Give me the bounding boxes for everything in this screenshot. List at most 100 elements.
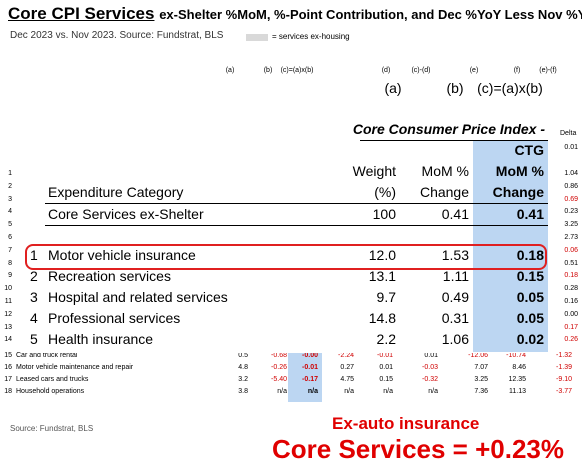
row-label: Motor vehicle insurance <box>48 247 196 263</box>
cell: -0.32 <box>422 376 438 383</box>
column-letter: (c)-(d) <box>411 67 431 74</box>
column-letter: (d) <box>381 67 391 74</box>
right-edge-value: 0.06 <box>564 246 578 254</box>
row-number: 18 <box>4 388 12 395</box>
row-number: 17 <box>4 376 12 383</box>
footer-note: Ex-auto insurance <box>332 414 480 433</box>
cell: 14.8 <box>368 310 396 326</box>
column-letter: (b) <box>263 67 273 74</box>
cell: -0.26 <box>271 364 287 371</box>
cell: n/a <box>428 388 438 395</box>
cell: 11.13 <box>509 388 526 395</box>
row-number: 4 <box>30 310 38 326</box>
cell: 0.15 <box>516 268 544 284</box>
right-edge-header: Delta <box>560 130 577 137</box>
cell: 0.01 <box>379 364 393 371</box>
row-label: Professional services <box>48 310 181 326</box>
cell: -0.03 <box>422 364 438 371</box>
row-number: 15 <box>4 352 12 359</box>
row-label: Leased cars and trucks <box>16 376 89 383</box>
row-number: 1 <box>30 247 38 263</box>
callout-ring <box>25 244 547 270</box>
row-number: 3 <box>30 289 38 305</box>
cell: 12.35 <box>508 376 526 383</box>
column-header: Change <box>419 184 469 200</box>
group-header: Core Consumer Price Index - <box>352 121 545 137</box>
row-number: 10 <box>4 285 12 293</box>
cell: 0.15 <box>379 376 393 383</box>
footer-headline: Core Services = +0.23% <box>272 434 564 464</box>
cell: -3.77 <box>556 388 572 395</box>
category-header: Expenditure Category <box>48 184 184 200</box>
legend-swatch <box>246 34 268 41</box>
cell: -0.01 <box>377 352 393 359</box>
right-edge-value: 0.28 <box>564 285 578 293</box>
right-edge-value: 0.00 <box>564 310 578 318</box>
cell: -5.40 <box>271 376 287 383</box>
cell: 1.06 <box>441 331 469 347</box>
right-edge-value: 0.23 <box>564 208 578 216</box>
title-line: Core CPI Services ex-Shelter %MoM, %-Poi… <box>8 4 582 24</box>
cell: 12.0 <box>368 247 396 263</box>
row-number: 13 <box>4 323 12 331</box>
cell: -10.74 <box>506 352 526 359</box>
right-edge-value: 0.51 <box>564 259 578 267</box>
cell: 1.53 <box>441 247 469 263</box>
cell: -12.06 <box>468 352 488 359</box>
cell: 3.25 <box>474 376 488 383</box>
cell: 0.5 <box>238 352 248 359</box>
right-edge-value: 1.04 <box>564 170 578 177</box>
cell: n/a <box>344 388 354 395</box>
cell: 1.11 <box>442 268 469 284</box>
cell: 2.2 <box>376 331 396 347</box>
column-letter: (f) <box>513 67 521 74</box>
column-highlight <box>288 352 322 402</box>
row-label: Household operations <box>16 388 85 395</box>
cell: -1.39 <box>556 364 572 371</box>
row-number: 2 <box>30 268 38 284</box>
cell: 0.41 <box>516 206 544 222</box>
column-letter: (c)=(a)x(b) <box>477 80 543 96</box>
cell: n/a <box>307 388 318 395</box>
row-number: 3 <box>8 195 12 203</box>
cell: 4.75 <box>340 376 354 383</box>
row-label: Hospital and related services <box>48 289 228 305</box>
column-header: MoM % <box>421 163 469 179</box>
row-number: 11 <box>4 298 12 305</box>
row-number: 12 <box>4 310 12 318</box>
cell: 3.2 <box>238 376 248 383</box>
cell: 13.1 <box>368 268 396 284</box>
row-label: Car and truck rental <box>16 352 78 359</box>
column-header: MoM % <box>495 163 544 179</box>
cell: 0.27 <box>340 364 354 371</box>
row-number: 16 <box>4 364 12 371</box>
cell: 9.7 <box>376 289 396 305</box>
right-edge-value: 0.17 <box>564 323 578 331</box>
ctg-highlight <box>473 140 548 352</box>
cell: 0.05 <box>516 289 544 305</box>
cell: 0.18 <box>516 247 544 263</box>
right-edge-value: 3.25 <box>564 221 578 229</box>
rule <box>45 203 548 204</box>
rule <box>360 140 548 141</box>
column-letter: (b) <box>446 80 464 96</box>
right-edge-value: 0.26 <box>564 336 578 344</box>
right-edge-value: 0.69 <box>564 195 578 203</box>
cell: 8.46 <box>512 364 526 371</box>
column-letter: (e)-(f) <box>539 67 557 74</box>
cell: -2.24 <box>338 352 354 359</box>
column-header: Change <box>492 184 544 200</box>
title-rest: ex-Shelter %MoM, %-Point Contribution, a… <box>159 7 582 22</box>
cell: -0.00 <box>302 352 318 359</box>
row-label: Core Services ex-Shelter <box>48 206 204 222</box>
cell: n/a <box>277 388 287 395</box>
row-number: 14 <box>4 336 12 344</box>
right-edge-value: 0.16 <box>564 298 578 305</box>
column-letter: (a) <box>225 67 235 74</box>
cell: 7.36 <box>474 388 488 395</box>
legend-text: = services ex-housing <box>272 32 350 41</box>
right-edge-value: 0.01 <box>564 144 578 151</box>
column-letter: (e) <box>469 67 479 74</box>
row-number: 2 <box>8 182 12 190</box>
